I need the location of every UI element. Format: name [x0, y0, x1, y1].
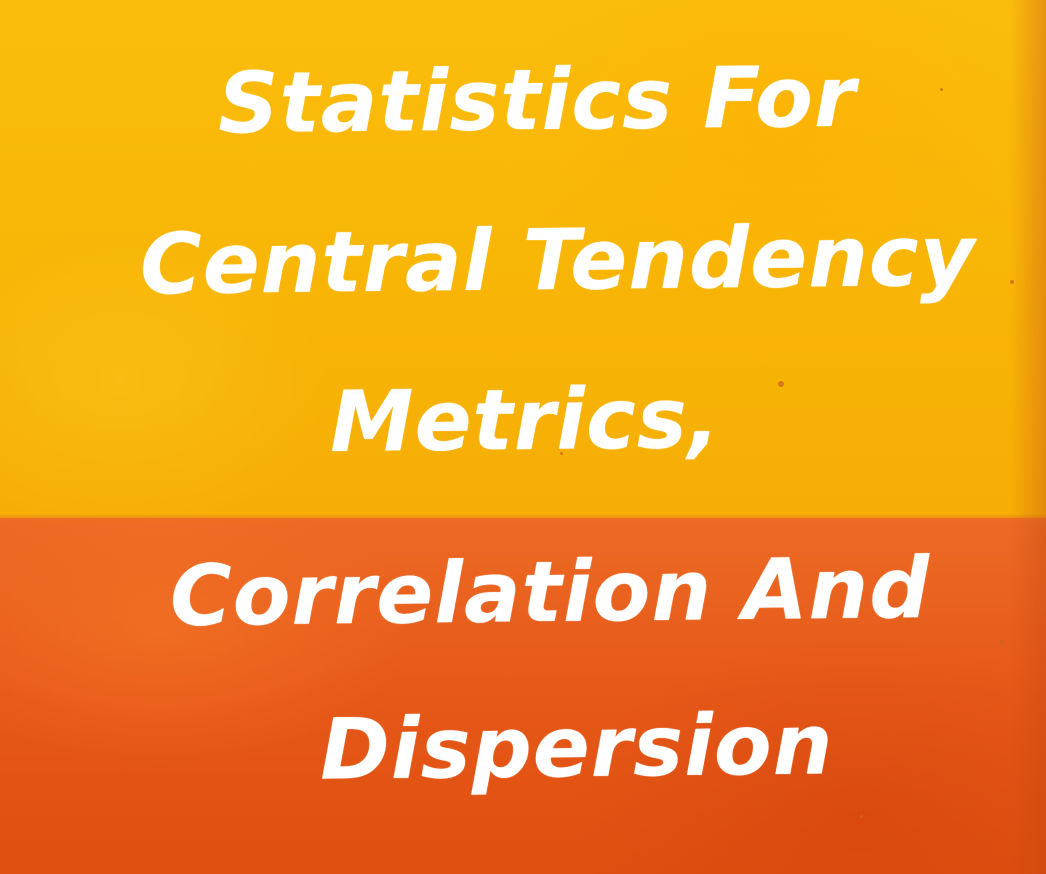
right-edge-shading [1010, 0, 1046, 874]
title-line: Dispersion [319, 695, 834, 799]
texture-speck [940, 88, 943, 91]
orange-background-band [0, 518, 1046, 874]
title-line: Statistics For [217, 47, 857, 153]
title-line: Central Tendency [139, 206, 976, 314]
texture-speck [1000, 640, 1004, 644]
title-line: Metrics, [329, 368, 722, 472]
yellow-background-band [0, 0, 1046, 518]
texture-speck [860, 815, 863, 818]
band-divider [0, 514, 1046, 522]
texture-speck [778, 381, 784, 387]
title-line: Correlation And [169, 539, 931, 645]
texture-speck [1010, 280, 1014, 284]
texture-speck [560, 452, 563, 455]
